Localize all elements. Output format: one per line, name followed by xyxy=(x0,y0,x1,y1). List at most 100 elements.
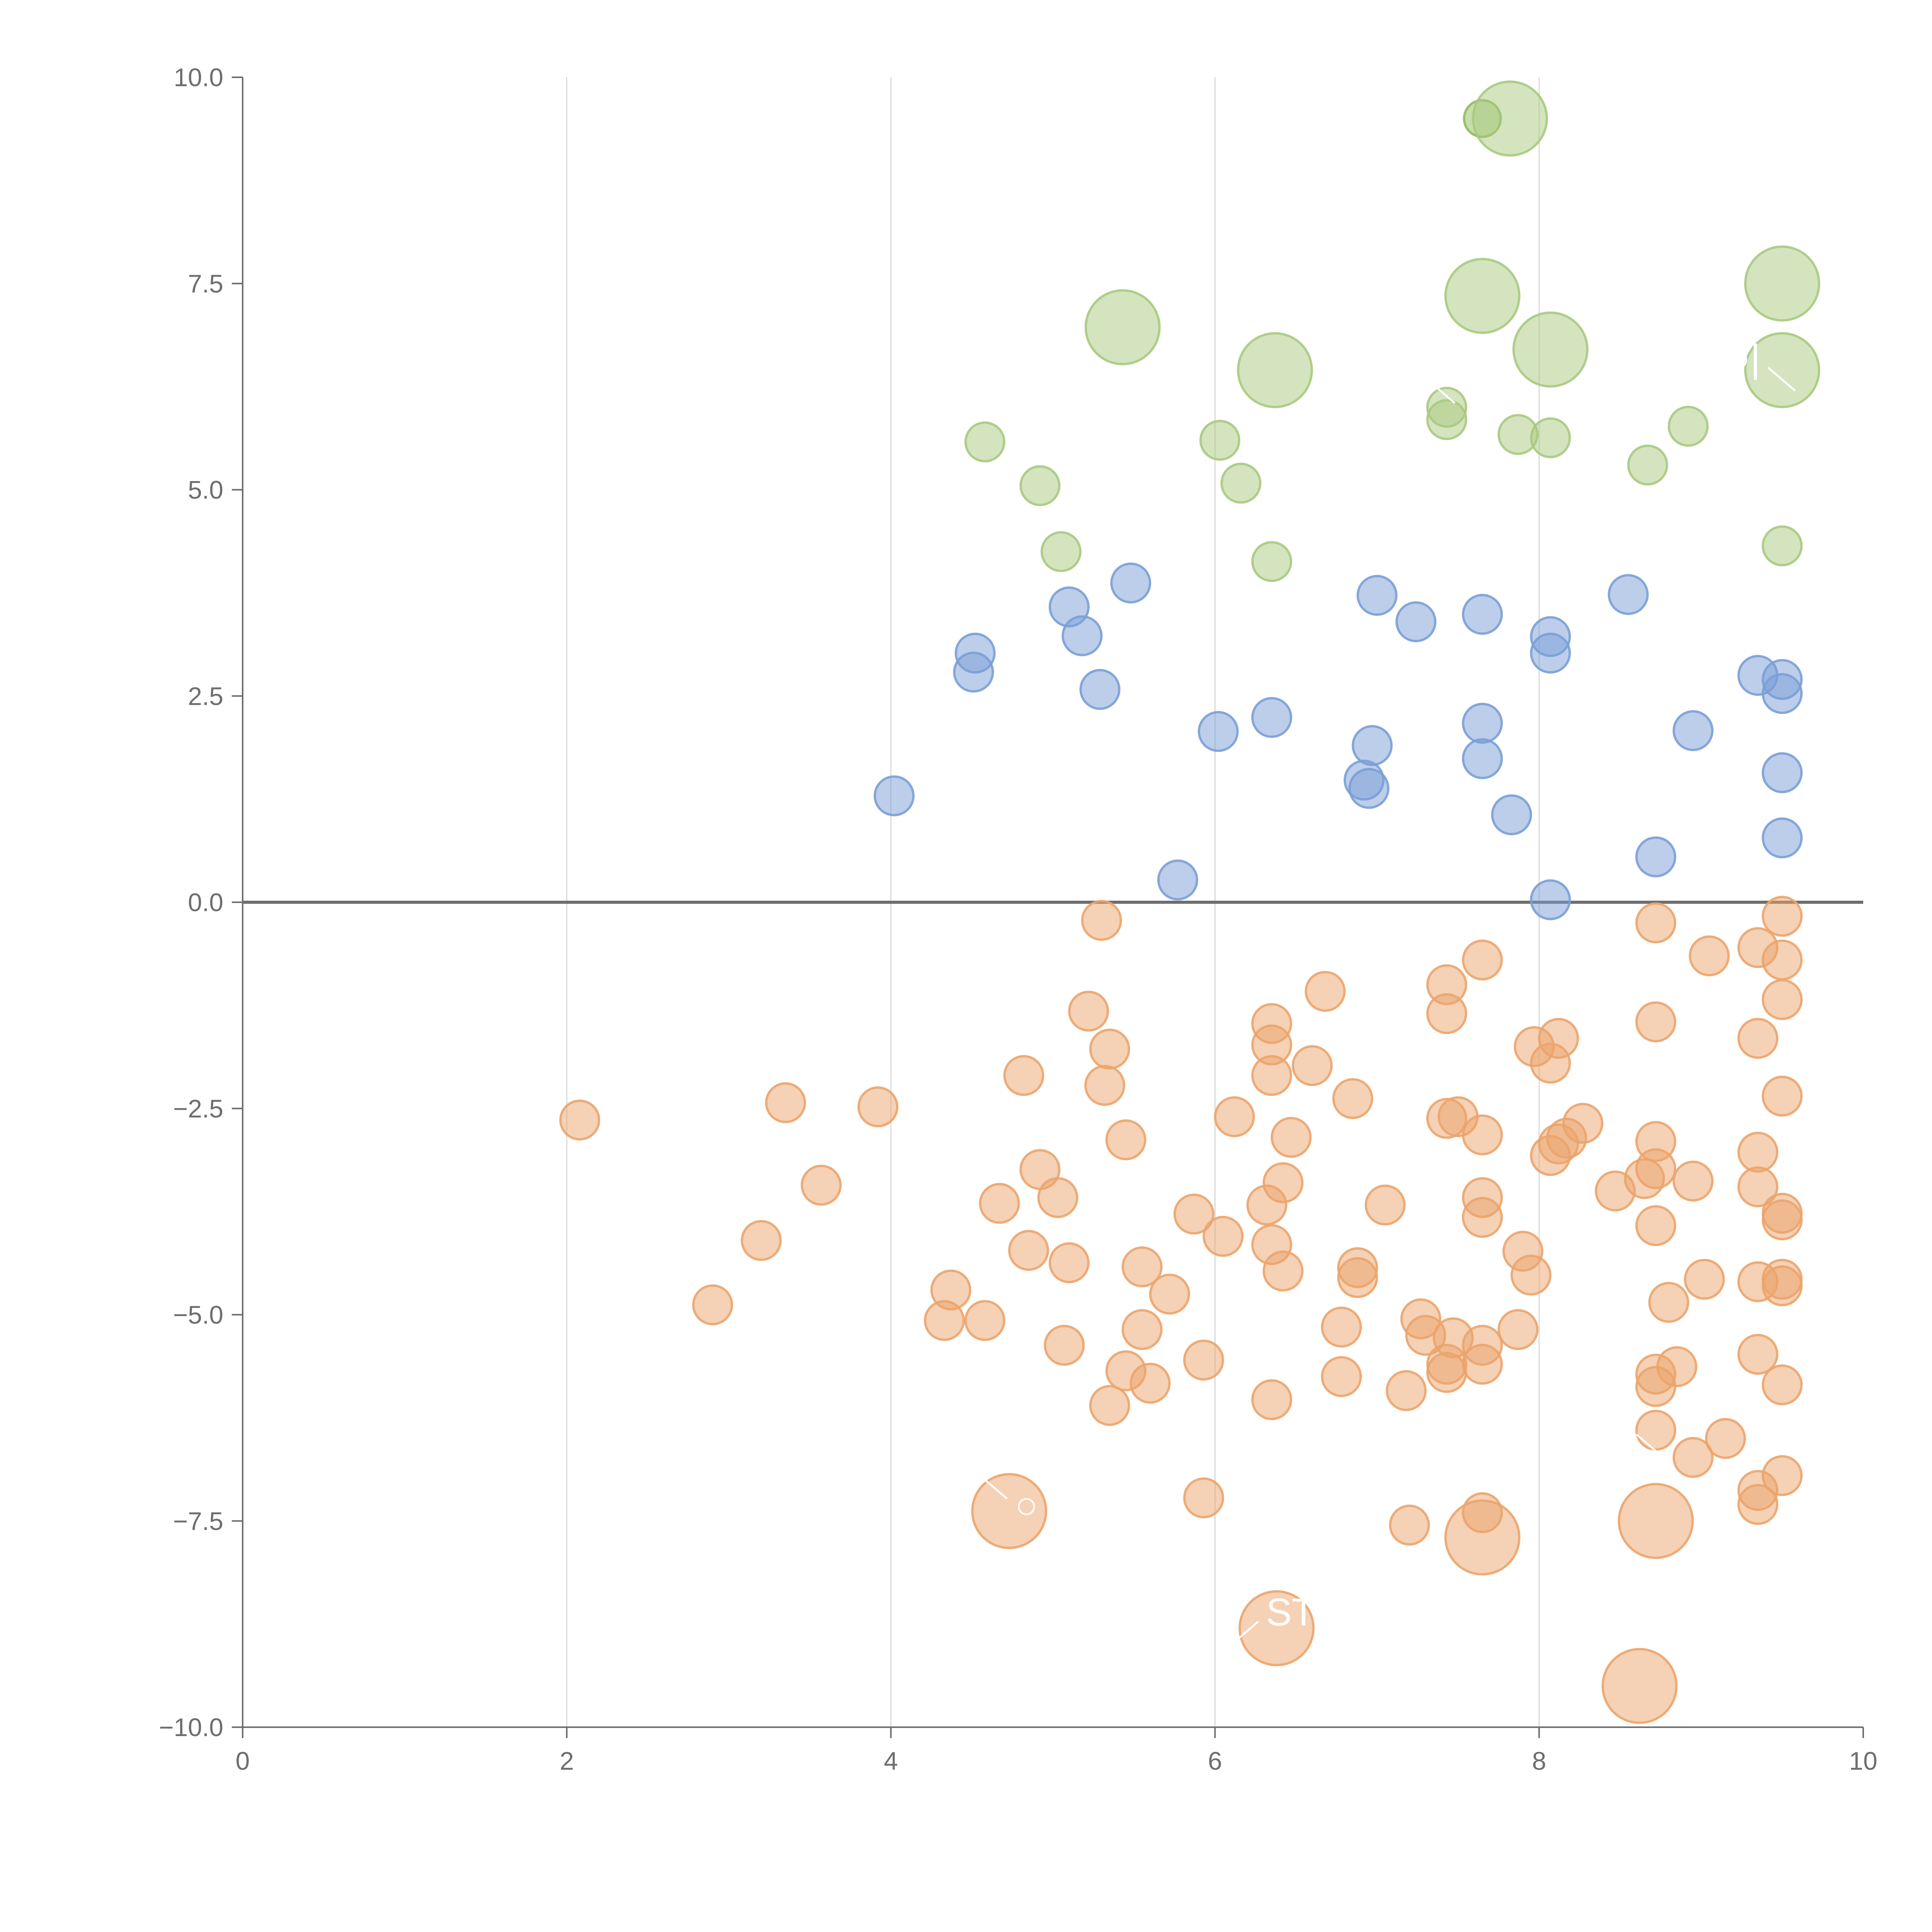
annotation-label: ○ xyxy=(1397,349,1420,392)
y-tick-label: 10.0 xyxy=(174,63,223,92)
data-point xyxy=(1089,1029,1130,1070)
data-point xyxy=(1044,1325,1085,1366)
data-point xyxy=(1426,1352,1468,1393)
data-point xyxy=(1061,615,1103,656)
data-point xyxy=(1530,417,1571,458)
y-tick-label: 2.5 xyxy=(188,682,223,710)
data-point xyxy=(1003,1055,1044,1096)
data-point xyxy=(1635,1205,1677,1246)
data-point xyxy=(1214,1096,1255,1138)
annotation-leader xyxy=(1427,379,1456,404)
data-point xyxy=(1744,245,1820,322)
annotations: ○ ○| ○ ST xyxy=(979,337,1796,1646)
data-point xyxy=(1635,836,1677,878)
annotation-label: ST xyxy=(1266,1591,1315,1634)
data-point xyxy=(1737,1018,1779,1059)
data-point xyxy=(1617,1483,1694,1559)
data-point xyxy=(1084,1065,1126,1106)
data-point xyxy=(1607,574,1649,615)
data-point xyxy=(1462,702,1503,744)
annotation-label: ○| xyxy=(1727,337,1760,380)
data-point xyxy=(1183,1477,1225,1519)
data-point xyxy=(1197,711,1239,752)
annotation-leader xyxy=(1767,367,1796,392)
data-point xyxy=(1462,1197,1503,1238)
data-point xyxy=(559,1099,600,1141)
data-point xyxy=(1672,710,1714,751)
data-point xyxy=(1426,993,1468,1034)
data-point xyxy=(1762,939,1803,981)
data-point xyxy=(1220,463,1262,504)
data-point xyxy=(1510,1255,1552,1296)
data-point xyxy=(1595,1170,1636,1212)
y-tick-label: −2.5 xyxy=(173,1094,223,1123)
data-point xyxy=(1462,939,1503,981)
data-point xyxy=(1689,935,1730,976)
data-point xyxy=(1762,1075,1803,1117)
data-point xyxy=(1762,752,1803,793)
data-point xyxy=(1737,1333,1779,1375)
x-tick-label: 6 xyxy=(1208,1747,1222,1775)
data-point xyxy=(1270,1117,1312,1158)
data-point xyxy=(1389,1504,1430,1546)
data-point xyxy=(1635,1410,1677,1451)
data-point xyxy=(1084,289,1161,366)
data-point xyxy=(1183,1339,1225,1381)
data-point xyxy=(1337,1257,1378,1298)
data-point xyxy=(765,1082,806,1123)
data-point xyxy=(1762,979,1803,1020)
x-tick-label: 8 xyxy=(1532,1747,1546,1775)
data-point xyxy=(953,651,994,693)
data-point xyxy=(1762,525,1803,566)
annotation-label: ○ xyxy=(1015,1483,1038,1527)
data-point xyxy=(1497,1309,1539,1350)
data-point xyxy=(1321,1356,1362,1397)
data-point xyxy=(964,1300,1005,1341)
data-point xyxy=(1348,768,1389,809)
x-tick-label: 4 xyxy=(884,1747,898,1775)
data-point xyxy=(1672,1160,1714,1202)
data-point xyxy=(964,421,1005,463)
data-point xyxy=(979,1183,1020,1224)
data-point xyxy=(1762,1265,1803,1306)
data-point xyxy=(1462,1344,1503,1385)
data-point xyxy=(1237,332,1313,408)
data-point xyxy=(1472,80,1548,157)
data-point xyxy=(1530,879,1571,920)
data-point xyxy=(1037,1177,1078,1218)
data-point xyxy=(1121,1246,1163,1287)
data-point xyxy=(1079,669,1121,710)
data-point xyxy=(1426,399,1468,440)
data-point xyxy=(1601,1648,1678,1724)
data-point xyxy=(1530,1043,1571,1084)
data-point xyxy=(1048,1242,1090,1283)
data-point xyxy=(1121,1309,1163,1350)
data-point xyxy=(1635,1366,1677,1407)
data-point xyxy=(1202,1216,1244,1257)
axes xyxy=(232,77,1864,1738)
data-point xyxy=(1684,1259,1725,1300)
annotation-leader xyxy=(1636,1434,1664,1458)
data-point xyxy=(1081,900,1122,941)
data-point xyxy=(1762,817,1803,859)
y-tick-label: −5.0 xyxy=(173,1301,223,1329)
data-point xyxy=(1352,725,1393,766)
y-tick-label: −7.5 xyxy=(173,1507,223,1535)
data-point xyxy=(1251,1055,1293,1096)
data-point xyxy=(1105,1119,1146,1160)
data-point xyxy=(1157,859,1198,901)
data-point xyxy=(1019,465,1061,506)
data-point xyxy=(1332,1078,1373,1119)
data-point xyxy=(1173,1194,1214,1235)
data-point xyxy=(1491,794,1532,835)
data-point xyxy=(1668,406,1709,447)
data-point xyxy=(1744,332,1820,408)
data-point xyxy=(1737,1131,1779,1173)
data-point xyxy=(1530,633,1571,674)
x-tick-label: 0 xyxy=(236,1747,250,1775)
data-point xyxy=(1462,594,1503,635)
data-point xyxy=(1737,1166,1779,1208)
tick-labels: 0 2 4 6 8 10 10.0 7.5 5.0 2.5 0.0 −2.5 −5.0 −7.5 −10.0 xyxy=(159,63,1878,1775)
data-point xyxy=(1530,1135,1571,1176)
